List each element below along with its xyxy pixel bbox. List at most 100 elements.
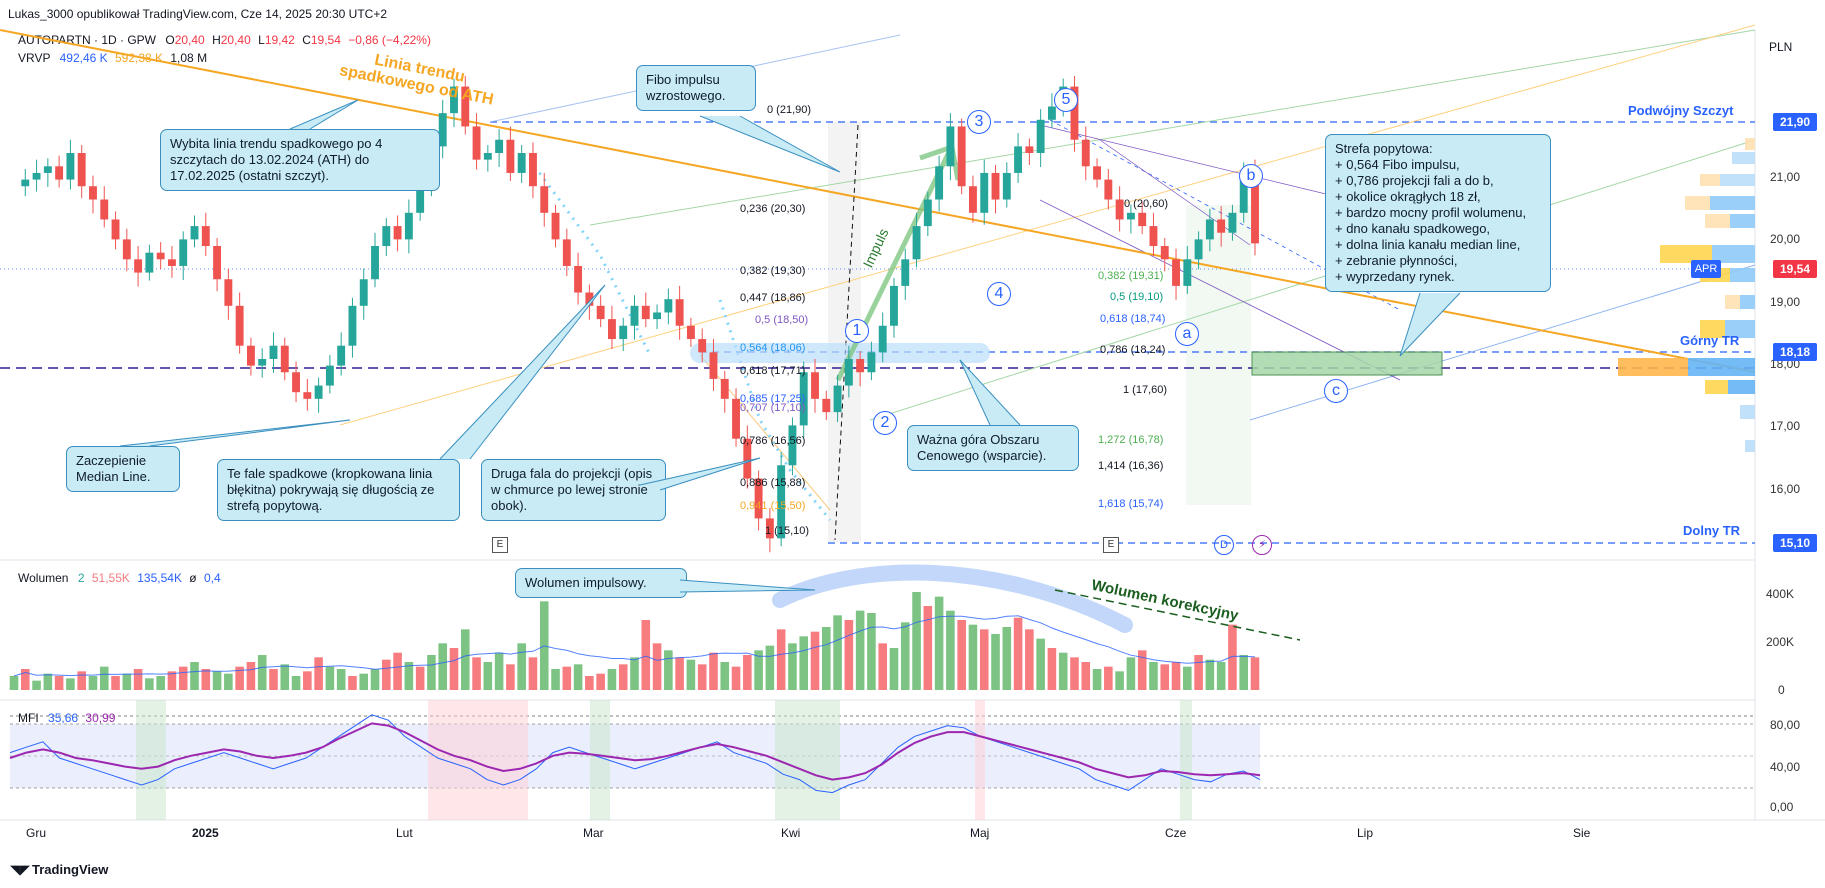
volume-bar [743,655,752,690]
volume-bar [1228,624,1237,690]
change-value: −0,86 (−4,22%) [348,33,431,47]
volume-bar [596,673,605,690]
volume-bar [585,676,594,690]
fib-label: 0,886 (15,88) [740,477,806,489]
volume-bar [1058,652,1068,690]
price-area-zone [690,343,990,363]
candle-body [754,478,763,519]
wave-marker: c [1324,379,1348,403]
candle-body [1228,212,1237,233]
candle-body [653,312,662,320]
volume-bar [111,676,120,690]
open-value: 20,40 [174,33,205,47]
volume-bar [291,676,301,690]
candle-body [438,113,447,147]
low-value: 19,42 [264,33,295,47]
candle-body [1036,119,1045,154]
wave-marker: b [1239,164,1263,188]
volume-bar [1216,662,1226,690]
time-tick: 2025 [192,826,219,840]
time-tick: Kwi [781,826,801,840]
candle-body [461,86,470,127]
candle-body [348,305,357,346]
volume-v3: 135,54K [137,571,182,585]
fib-label: 0,382 (19,30) [740,265,806,277]
candle-body [134,259,143,273]
dividend-marker[interactable]: D [1214,535,1234,555]
volume-bar [652,643,662,690]
volume-bar [201,669,211,690]
vrvp-label[interactable]: VRVP [18,51,51,65]
volume-bar [900,622,910,690]
candle-body [55,166,64,180]
volume-bar [946,610,955,690]
time-tick: Lut [396,826,413,840]
volume-bar [788,643,797,690]
volume-bar [630,657,639,690]
volume-bar [303,671,312,690]
demand-zone [1251,351,1443,376]
candle-body [517,153,526,173]
candle-body [21,179,30,187]
earnings-marker[interactable]: E [1103,537,1119,553]
candle-body [292,372,300,393]
volume-bar [483,662,493,690]
fib-right-label: 0 (20,60) [1124,198,1169,210]
candle-body [1047,106,1056,120]
candle-body [732,398,740,439]
volume-bar [43,673,53,690]
candle-body [495,139,504,154]
wave-marker: 1 [845,319,869,343]
candle-body [1126,212,1135,220]
volume-profile [1618,138,1755,452]
volume-bar [551,669,560,690]
volume-label[interactable]: Wolumen [18,571,69,585]
volume-bar [190,662,199,690]
volume-bar [427,655,436,690]
volume-bar [1047,648,1057,690]
volume-bar [472,657,481,690]
volume-bar [224,673,233,690]
candle-body [833,385,842,413]
mfi-label[interactable]: MFI [18,711,39,725]
volume-bar [122,673,132,690]
fib-right-label: 0,786 (18,24) [1100,344,1166,356]
lightning-icon[interactable]: ⚡ [1252,535,1272,555]
candle-body [1149,226,1158,247]
callout-impulse-volume: Wolumen impulsowy. [515,568,687,598]
symbol-title[interactable]: AUTOPARTN · 1D · GPW [18,33,157,47]
volume-bar [280,664,290,690]
price-tag-double-top: 21,90 [1773,113,1817,131]
candle-body [641,305,650,320]
candle-body [788,425,797,466]
volume-bar [731,666,741,690]
volume-bar [1092,669,1102,690]
volume-bar [235,666,244,690]
volume-bar [664,650,673,690]
volume-bar [979,629,989,690]
candle-body [1104,179,1113,200]
time-axis[interactable]: Gru 2025 Lut Mar Kwi Maj Cze Lip Sie [0,826,1755,846]
candle-body [167,259,176,266]
candle-body [156,252,165,260]
fib-label: 0,786 (16,56) [740,435,806,447]
volume-bar [697,664,707,690]
earnings-marker[interactable]: E [492,537,508,553]
mfi-tick: 40,00 [1770,760,1801,774]
volume-bar [528,657,538,690]
callout-demand-zone: Strefa popytowa: + 0,564 Fibo impulsu, +… [1325,134,1551,292]
volume-bar [889,648,899,690]
candle-body [303,392,312,399]
volume-bar [77,671,86,690]
volume-bar [912,592,921,690]
tradingview-logo[interactable]: ◥◤ TradingView [10,862,108,878]
volume-bar [1070,657,1079,690]
fib-right-label: 0,5 (19,10) [1110,291,1164,303]
fib-right-label: 0,382 (19,31) [1098,270,1164,282]
candle-body [630,305,639,326]
volume-bar [799,636,809,690]
price-tag-lower-range: 15,10 [1773,534,1817,552]
volume-bar [1239,655,1249,690]
candle-body [258,358,267,366]
